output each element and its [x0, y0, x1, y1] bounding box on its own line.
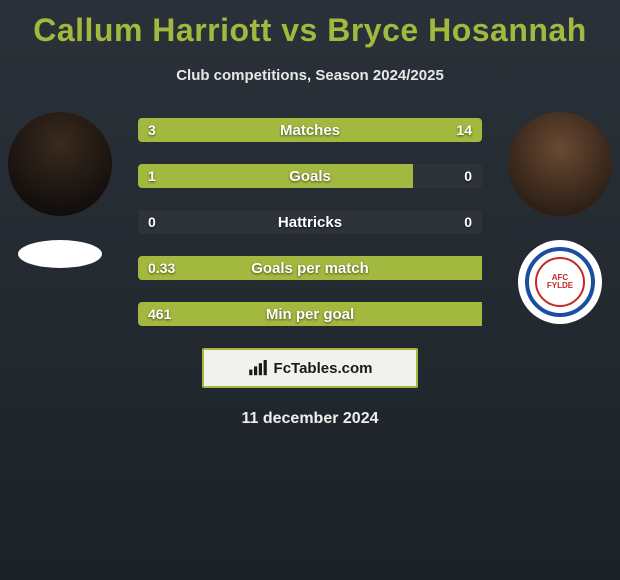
comparison-panel: AFCFYLDE Matches314Goals10Hattricks00Goa…: [0, 112, 620, 428]
stat-value-right: [462, 256, 482, 280]
stat-value-left: 3: [138, 118, 166, 142]
chart-icon: [248, 360, 268, 376]
stat-row: Hattricks0 0: [138, 210, 482, 234]
brand-badge[interactable]: FcTables.com: [202, 348, 418, 388]
player-left-avatar: [8, 112, 112, 216]
stat-value-right: [462, 302, 482, 326]
stat-value-right: 0: [454, 210, 482, 234]
stat-row: Goals1 0: [138, 164, 482, 188]
stat-label: Goals per match: [138, 256, 482, 280]
club-right-crest: AFCFYLDE: [525, 247, 595, 317]
page-title: Callum Harriott vs Bryce Hosannah: [0, 0, 620, 49]
brand-text: FcTables.com: [274, 360, 373, 377]
stat-label: Matches: [138, 118, 482, 142]
club-right-badge: AFCFYLDE: [518, 240, 602, 324]
club-left-badge: [18, 240, 102, 268]
stat-value-left: 0.33: [138, 256, 185, 280]
stat-value-left: 0: [138, 210, 166, 234]
stat-row: Goals per match0.33: [138, 256, 482, 280]
stat-value-left: 461: [138, 302, 181, 326]
stat-label: Min per goal: [138, 302, 482, 326]
stat-label: Hattricks: [138, 210, 482, 234]
stat-label: Goals: [138, 164, 482, 188]
stat-value-right: 14: [446, 118, 482, 142]
stat-row: Matches3 14: [138, 118, 482, 142]
stat-value-right: 0: [454, 164, 482, 188]
player-right-avatar: [508, 112, 612, 216]
stat-value-left: 1: [138, 164, 166, 188]
stat-bars: Matches314Goals10Hattricks00Goals per ma…: [138, 112, 482, 326]
stat-row: Min per goal461: [138, 302, 482, 326]
date-text: 11 december 2024: [8, 410, 612, 428]
subtitle: Club competitions, Season 2024/2025: [0, 67, 620, 84]
